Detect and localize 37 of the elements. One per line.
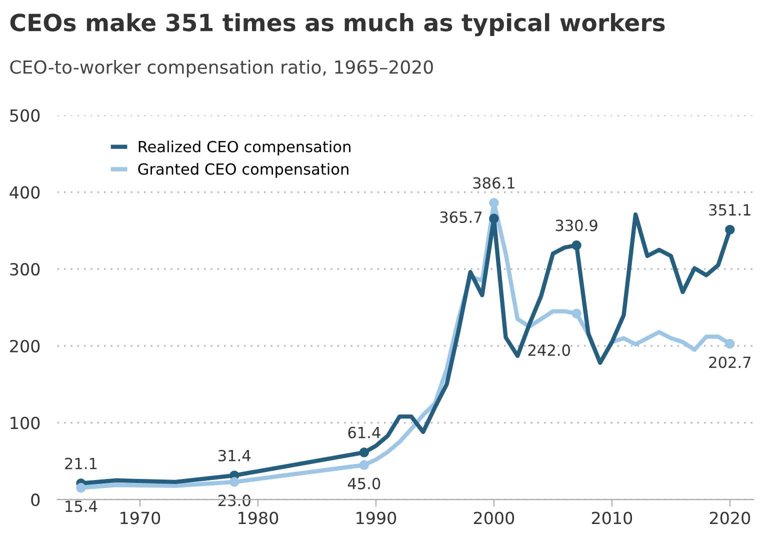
point	[76, 482, 86, 493]
legend-label: Granted CEO compensation	[138, 162, 348, 178]
x-tick-label: 1980	[238, 512, 278, 524]
point	[489, 214, 499, 224]
y-tick-label: 500	[10, 109, 40, 122]
data-label: 386.1	[473, 177, 514, 189]
chart-title: CEOs make 351 times as much as typical workers	[10, 13, 665, 36]
x-tick-label: 2020	[710, 512, 750, 524]
data-label: 15.4	[66, 500, 98, 512]
x-tick-label: 1970	[120, 512, 160, 524]
chart-subtitle: CEO-to-worker compensation ratio, 1965–2020	[10, 60, 433, 78]
data-label: 45.0	[348, 478, 380, 490]
y-tick-label: 400	[10, 186, 40, 199]
y-tick-label: 300	[10, 262, 40, 276]
data-label: 365.7	[440, 211, 482, 223]
x-tick-label: 1990	[356, 512, 396, 524]
data-label: 31.4	[218, 450, 251, 462]
data-label: 61.4	[348, 426, 380, 438]
y-tick-label: 100	[10, 416, 40, 430]
x-tick-label: 2010	[592, 512, 632, 524]
legend-label: Realized CEO compensation	[138, 140, 350, 156]
data-label: 21.1	[65, 458, 97, 470]
point	[572, 240, 582, 250]
point	[572, 308, 582, 318]
data-label: 330.9	[556, 220, 598, 232]
point	[359, 460, 370, 470]
point	[230, 477, 240, 487]
point	[725, 338, 735, 349]
x-tick-label: 2000	[474, 512, 514, 524]
y-tick-label: 200	[10, 340, 40, 352]
point	[359, 448, 370, 458]
point	[725, 224, 735, 235]
y-tick-label: 0	[31, 494, 40, 506]
data-label: 242.0	[528, 344, 570, 356]
point	[489, 198, 499, 208]
data-label: 202.7	[709, 356, 750, 368]
data-label: 351.1	[709, 204, 750, 216]
